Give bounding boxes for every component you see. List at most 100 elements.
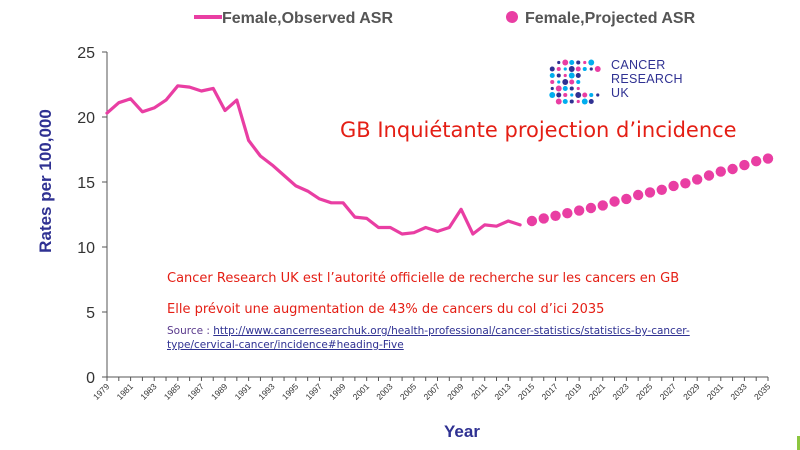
logo-dot [569, 99, 574, 104]
x-tick-label: 1989 [209, 381, 230, 402]
logo-dot [594, 66, 601, 72]
legend-projected-swatch [506, 11, 518, 23]
x-tick-label: 2007 [421, 381, 442, 402]
logo-dot [569, 60, 575, 65]
projected-data-point [762, 153, 774, 164]
x-tick-label: 2011 [469, 381, 489, 401]
y-tick-label: 5 [86, 305, 95, 322]
x-tick-label: 2025 [634, 381, 655, 402]
projected-data-point [668, 180, 679, 192]
x-tick-label: 2027 [658, 381, 679, 402]
logo-dot [582, 66, 587, 72]
projected-data-point [550, 210, 561, 221]
x-tick-label: 2009 [445, 381, 466, 402]
authority-note: Cancer Research UK est l’autorité offici… [167, 271, 680, 286]
y-tick-label: 10 [77, 240, 95, 257]
logo-dot [550, 86, 554, 91]
projected-data-point [750, 156, 762, 167]
cancer-research-uk-logo: CANCER RESEARCH UK [545, 55, 683, 110]
logo-dot [562, 59, 569, 66]
x-tick-label: 2001 [351, 381, 372, 402]
projected-data-point [632, 189, 644, 201]
logo-dot [557, 60, 561, 65]
logo-dot [569, 79, 575, 85]
projected-data-point [715, 166, 726, 177]
logo-dot [549, 66, 555, 72]
logo-dot [562, 86, 568, 91]
x-tick-label: 1997 [303, 381, 324, 402]
logo-line-2: RESEARCH [611, 72, 683, 86]
y-tick-label: 15 [77, 175, 95, 192]
x-axis-ticks: 1979 1981 1983 1985 1987 1989 1991 1993 1995 1997… [91, 377, 773, 402]
x-tick-label: 1981 [115, 381, 136, 402]
logo-dot [575, 66, 581, 72]
logo-dot [576, 86, 580, 91]
observed-series-line [105, 84, 522, 236]
projected-data-point [656, 184, 667, 195]
projected-data-point [739, 159, 750, 171]
logo-dot [575, 73, 581, 78]
projected-data-point [538, 213, 549, 224]
x-axis-title: Year [444, 422, 480, 441]
logo-dot [588, 59, 595, 66]
x-tick-label: 1983 [138, 381, 159, 402]
logo-dot [563, 67, 567, 71]
projected-data-point [680, 178, 691, 189]
logo-dot [582, 92, 588, 98]
projection-note: Elle prévoit une augmentation de 43% de … [167, 302, 605, 317]
logo-dot [583, 60, 587, 65]
x-tick-label: 2035 [752, 381, 773, 402]
logo-dot [562, 79, 569, 85]
logo-dot [550, 79, 555, 85]
projected-data-point [597, 200, 608, 211]
x-tick-label: 2029 [681, 381, 702, 402]
x-tick-label: 1999 [327, 381, 348, 402]
logo-dot [575, 92, 582, 98]
logo-dot [589, 92, 594, 98]
logo-dot [563, 73, 567, 78]
x-tick-label: 1993 [256, 381, 277, 402]
logo-dot [557, 80, 561, 84]
logo-dot [576, 79, 581, 85]
projected-data-point [727, 163, 738, 175]
legend-observed-label: Female,Observed ASR [222, 10, 393, 27]
x-tick-label: 2031 [705, 381, 726, 402]
logo-dot [563, 92, 568, 98]
projected-data-point [526, 215, 538, 227]
logo-dot [555, 85, 562, 92]
projected-data-point [609, 196, 620, 207]
x-tick-label: 1985 [162, 381, 183, 402]
chart-legend: Female,Observed ASR Female,Projected ASR [194, 10, 696, 27]
logo-dot [568, 72, 575, 79]
logo-dot [596, 93, 600, 97]
logo-dot [576, 99, 580, 104]
logo-line-1: CANCER [611, 58, 666, 72]
y-tick-label: 20 [77, 110, 95, 127]
x-tick-label: 1991 [233, 381, 254, 402]
x-tick-label: 2005 [398, 381, 419, 402]
projected-data-point [562, 208, 573, 219]
projected-data-point [573, 205, 585, 216]
logo-dot [576, 60, 581, 65]
logo-dot [556, 66, 561, 72]
x-tick-label: 2023 [610, 381, 631, 402]
projected-data-point [691, 174, 703, 185]
logo-dot [555, 98, 562, 105]
projected-data-point [585, 202, 597, 214]
projected-data-point [703, 170, 715, 181]
headline-annotation: GB Inquiétante projection d’incidence [340, 118, 737, 142]
x-tick-label: 2013 [492, 381, 513, 402]
x-tick-label: 2033 [728, 381, 749, 402]
logo-dot [562, 99, 568, 104]
logo-line-3: UK [611, 86, 629, 100]
logo-dot [588, 99, 594, 104]
logo-dot [568, 66, 575, 72]
logo-dot [556, 92, 562, 98]
x-tick-label: 2015 [516, 381, 537, 402]
chart-series [105, 84, 774, 236]
source-link[interactable]: http://www.cancerresearchuk.org/health-p… [167, 325, 690, 351]
y-tick-label: 0 [86, 370, 95, 387]
x-tick-label: 2019 [563, 381, 584, 402]
logo-dot [569, 86, 574, 91]
